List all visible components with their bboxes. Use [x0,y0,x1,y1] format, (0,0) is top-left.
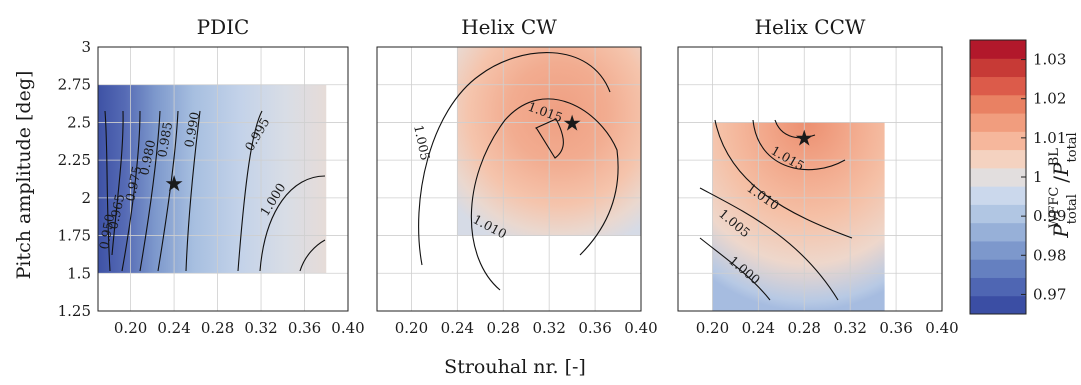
y-tick-label: 1.75 [58,227,91,245]
panel-helix-cw: 1.005 1.010 1.015 ★ Helix CW [376,15,642,312]
pdic-contour-label: 0.965 [105,192,127,230]
x-tick-label: 0.20 [395,319,428,337]
pdic-contour-label: 0.975 [122,164,144,202]
colorbar-swatch [970,167,1026,187]
colorbar-tick-label: 0.98 [1033,246,1066,264]
pdic-contour-label: 0.950 [96,213,117,251]
colorbar-swatch [970,58,1026,78]
colorbar-swatch [970,113,1026,132]
x-tick-label: 0.24 [742,319,775,337]
colorbar-swatch [970,222,1026,242]
x-tick-labels: 0.20 0.24 0.28 0.32 0.36 0.40 0.20 0.24 0.28 0.32… [114,319,959,337]
pdic-title: PDIC [197,15,250,39]
helix-ccw-field [712,122,885,311]
panel-pdic: 0.950 0.965 0.975 0.980 0.985 0.990 0.99… [96,15,349,312]
helix-ccw-contour-line [699,187,839,301]
y-tick-label: 2.5 [67,113,91,131]
y-tick-label: 1.25 [58,302,91,320]
helix-ccw-contour-line [752,119,846,171]
colorbar-swatch [970,149,1026,169]
colorbar-label: PtotalWFFC/PtotalBL [1047,132,1080,238]
panel-helix-ccw: 1.000 1.005 1.010 1.015 ★ Helix CCW [677,15,943,312]
pdic-contour-label: 0.980 [136,138,158,176]
pdic-contour-line [157,110,179,272]
x-tick-label: 0.28 [487,319,520,337]
x-tick-label: 0.28 [788,319,821,337]
pdic-contour-line [104,110,111,272]
x-tick-label: 0.40 [331,319,364,337]
pdic-contour-line [299,239,326,272]
colorbar-swatch [970,94,1026,114]
helix-cw-contour-line [535,118,564,159]
x-tick-label: 0.32 [244,319,277,337]
colorbar-tick-label: 0.99 [1033,207,1066,225]
x-tick-label: 0.20 [696,319,729,337]
helix-cw-contour-line [418,52,611,266]
helix-cw-title: Helix CW [461,15,557,39]
helix-cw-contours [418,52,619,291]
colorbar-swatch [970,240,1026,260]
x-tick-label: 0.36 [578,319,611,337]
helix-ccw-contour-line [699,237,771,301]
colorbar-swatch [970,277,1026,297]
helix-ccw-contour-line [774,119,816,139]
pdic-contour-line [259,175,326,272]
pdic-contour-line [139,110,161,272]
helix-ccw-contours [699,119,853,301]
x-tick-label: 0.24 [441,319,474,337]
helix-cw-contour-line [470,98,619,291]
pdic-contour-line [185,110,201,272]
colorbar-swatch [970,76,1026,96]
colorbar-swatch [970,295,1026,315]
x-tick-label: 0.36 [879,319,912,337]
colorbar: 0.97 0.98 0.99 1 1.01 1.02 1.03 [969,39,1066,315]
colorbar-tick-label: 1.02 [1033,90,1066,108]
x-axis-label: Strouhal nr. [-] [444,356,586,378]
colorbar-swatch [970,259,1026,278]
pdic-contour-line [111,110,124,256]
y-tick-label: 2.25 [58,151,91,169]
helix-ccw-title: Helix CCW [755,15,866,39]
x-tick-label: 0.32 [532,319,565,337]
pdic-contour-line [237,110,263,272]
x-tick-label: 0.32 [833,319,866,337]
helix-ccw-contour-line [714,119,853,239]
helix-cw-contour-label: 1.005 [411,124,433,162]
colorbar-tick-label: 0.97 [1033,285,1066,303]
colorbar-swatch [970,204,1026,224]
pdic-axes-frame [97,46,349,312]
pdic-contour-label: 0.985 [154,121,175,159]
y-tick-label: 1.5 [67,264,91,282]
y-axis-label: Pitch amplitude [deg] [13,71,35,280]
x-tick-label: 0.36 [288,319,321,337]
x-tick-label: 0.24 [157,319,190,337]
colorbar-tick-label: 1 [1033,168,1043,186]
helix-cw-axes-frame [376,46,642,312]
helix-ccw-optimum-star: ★ [794,127,814,152]
colorbar-tick-label: 1.01 [1033,129,1066,147]
pdic-contour-label: 0.990 [181,111,202,149]
pdic-contours [104,110,326,272]
y-tick-label: 3 [81,38,91,56]
x-tick-label: 0.28 [201,319,234,337]
y-tick-label: 2 [81,189,91,207]
pdic-optimum-star: ★ [164,172,184,197]
y-tick-label: 2.75 [58,76,91,94]
x-tick-label: 0.40 [925,319,958,337]
x-tick-label: 0.20 [114,319,147,337]
colorbar-swatch [970,131,1026,151]
helix-cw-optimum-star: ★ [562,111,582,136]
colorbar-swatch [970,186,1026,205]
y-tick-labels: 1.25 1.5 1.75 2 2.25 2.5 2.75 3 [58,38,91,320]
x-tick-label: 0.40 [624,319,657,337]
colorbar-swatch [970,40,1026,59]
helix-ccw-axes-frame [677,46,943,312]
heat-field-2 [712,122,885,311]
colorbar-tick-label: 1.03 [1033,51,1066,69]
pdic-contour-line [121,110,141,272]
